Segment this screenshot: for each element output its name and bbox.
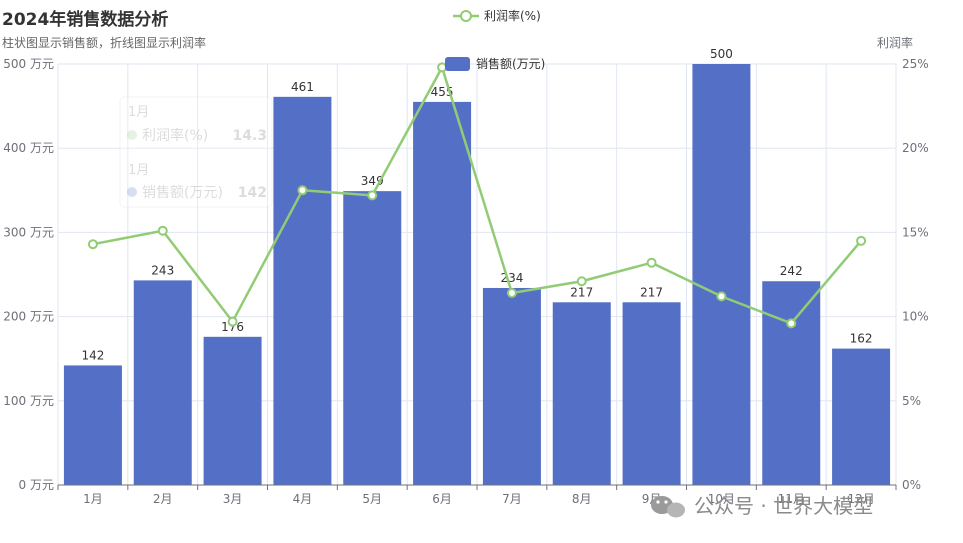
bar-value-label: 162 xyxy=(850,332,873,346)
legend-label-sales: 销售额(万元) xyxy=(476,56,545,71)
bar xyxy=(762,281,821,485)
right-axis-name: 利润率 xyxy=(877,35,913,50)
y-left-tick-label: 300 万元 xyxy=(3,225,54,239)
x-tick-label: 3月 xyxy=(223,492,243,506)
grid-lines xyxy=(57,63,897,486)
bar xyxy=(622,302,681,485)
legend-item-sales[interactable]: 销售额(万元) xyxy=(445,56,545,71)
x-tick-label: 10月 xyxy=(708,492,735,506)
profit-point xyxy=(646,257,657,268)
x-tick-label: 11月 xyxy=(778,492,805,506)
bar xyxy=(692,64,751,485)
x-tick-label: 5月 xyxy=(362,492,382,506)
profit-point xyxy=(87,239,98,250)
line-series xyxy=(87,62,867,329)
tooltip-value-profit: 14.3 xyxy=(232,128,267,144)
bar xyxy=(552,302,611,485)
bar xyxy=(203,336,262,485)
tooltip-value-sales: 142 xyxy=(238,185,267,201)
y-right-tick-label: 20% xyxy=(902,141,929,155)
x-tick-label: 2月 xyxy=(153,492,173,506)
watermark: 公众号 · 世界大模型 xyxy=(651,494,873,518)
tooltip: 1月 利润率(%) 14.3 1月 销售额(万元) 142 xyxy=(119,96,273,208)
x-tick-label: 1月 xyxy=(83,492,103,506)
bar-series xyxy=(63,64,891,485)
watermark-text: 公众号 · 世界大模型 xyxy=(694,494,873,518)
y-left-tick-label: 0 万元 xyxy=(19,478,54,492)
x-tick-label: 8月 xyxy=(572,492,592,506)
tooltip-series-sales: 销售额(万元) xyxy=(142,185,223,201)
bar-value-label: 500 xyxy=(710,47,733,61)
profit-line xyxy=(92,66,863,325)
bar-value-label: 461 xyxy=(291,80,314,94)
bar xyxy=(413,101,472,485)
bar xyxy=(343,191,402,485)
x-tick-label: 7月 xyxy=(502,492,522,506)
legend-item-profit[interactable]: 利润率(%) xyxy=(453,8,541,23)
chart-subtitle: 柱状图显示销售额，折线图显示利润率 xyxy=(2,35,206,50)
bar-value-label: 234 xyxy=(500,271,523,285)
tooltip-category-2: 1月 xyxy=(128,163,149,178)
y-left-tick-label: 200 万元 xyxy=(3,310,54,324)
bar xyxy=(133,280,192,485)
bar-value-label: 176 xyxy=(221,320,244,334)
y-right-tick-label: 10% xyxy=(902,310,929,324)
y-left-tick-label: 400 万元 xyxy=(3,141,54,155)
wechat-icon xyxy=(651,496,685,518)
profit-point xyxy=(786,318,797,329)
profit-point xyxy=(297,185,308,196)
tooltip-category-1: 1月 xyxy=(128,105,149,120)
bar xyxy=(273,96,332,485)
bar-value-label: 243 xyxy=(151,263,174,277)
x-tick-label: 4月 xyxy=(293,492,313,506)
x-tick-label: 12月 xyxy=(847,492,874,506)
legend-label-profit: 利润率(%) xyxy=(484,8,541,23)
tooltip-series-profit: 利润率(%) xyxy=(142,127,208,144)
y-left-tick-label: 500 万元 xyxy=(3,57,54,71)
profit-point xyxy=(716,291,727,302)
y-right-tick-label: 5% xyxy=(902,394,921,408)
bar xyxy=(63,365,122,485)
y-right-tick-label: 15% xyxy=(902,225,929,239)
bar-value-label: 217 xyxy=(640,285,663,299)
bar-value-label: 242 xyxy=(780,264,803,278)
profit-point xyxy=(506,288,517,299)
profit-point xyxy=(157,225,168,236)
profit-point xyxy=(856,235,867,246)
profit-point xyxy=(576,276,587,287)
profit-point xyxy=(227,316,238,327)
profit-point xyxy=(437,62,448,73)
bar-value-label: 217 xyxy=(570,285,593,299)
y-left-tick-label: 100 万元 xyxy=(3,394,54,408)
chart-title: 2024年销售数据分析 xyxy=(2,9,168,30)
profit-point xyxy=(367,190,378,201)
x-tick-label: 6月 xyxy=(432,492,452,506)
bar-value-label: 142 xyxy=(81,348,104,362)
y-right-tick-label: 0% xyxy=(902,478,921,492)
bar xyxy=(832,348,891,485)
bar xyxy=(482,287,541,485)
y-right-tick-label: 25% xyxy=(902,57,929,71)
